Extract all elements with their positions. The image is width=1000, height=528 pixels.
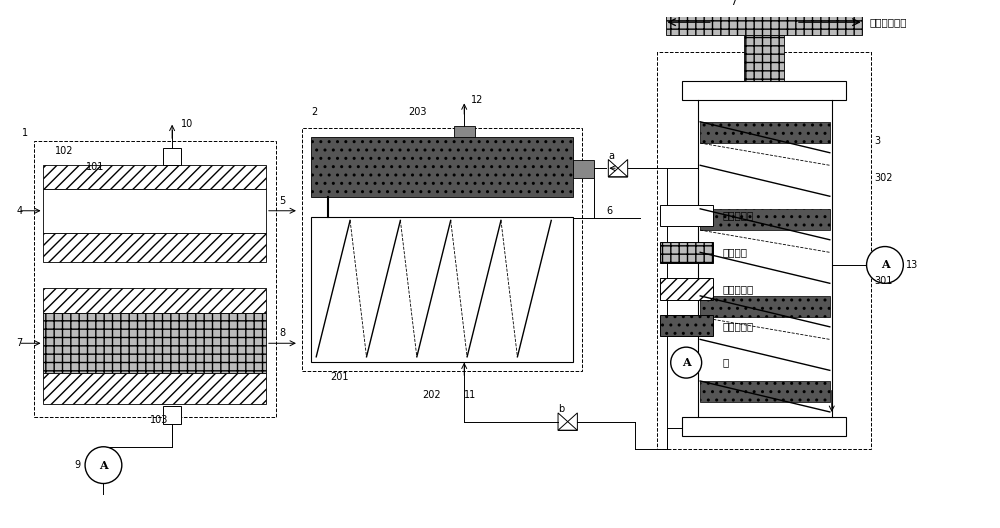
Bar bbox=[43, 288, 266, 313]
Text: a: a bbox=[608, 150, 614, 161]
Bar bbox=[43, 190, 266, 233]
Text: 101: 101 bbox=[86, 162, 104, 172]
Text: 13: 13 bbox=[906, 260, 918, 270]
Bar bbox=[666, 10, 862, 35]
Bar bbox=[43, 313, 266, 373]
Text: A: A bbox=[682, 357, 690, 368]
Bar bbox=[744, 35, 784, 81]
Text: 2: 2 bbox=[311, 107, 318, 117]
Bar bbox=[682, 417, 846, 436]
Bar bbox=[573, 161, 594, 178]
Text: 3: 3 bbox=[874, 136, 880, 146]
Bar bbox=[660, 242, 713, 263]
Text: b: b bbox=[558, 404, 564, 414]
Text: A: A bbox=[99, 460, 108, 470]
Bar bbox=[454, 126, 475, 137]
Bar bbox=[660, 315, 713, 336]
Text: 7: 7 bbox=[16, 338, 23, 348]
Text: 10: 10 bbox=[181, 119, 193, 129]
Text: 6: 6 bbox=[606, 206, 613, 216]
Text: 203: 203 bbox=[408, 107, 427, 117]
Bar bbox=[302, 128, 582, 371]
Bar bbox=[43, 233, 266, 262]
Text: 5: 5 bbox=[279, 196, 286, 206]
Circle shape bbox=[867, 247, 903, 284]
Bar bbox=[311, 137, 573, 197]
Text: 室外余热利用: 室外余热利用 bbox=[869, 17, 907, 27]
Text: 102: 102 bbox=[55, 146, 74, 156]
Text: 302: 302 bbox=[874, 173, 893, 183]
Text: 12: 12 bbox=[471, 96, 483, 106]
Bar bbox=[700, 381, 830, 402]
Bar bbox=[657, 52, 871, 449]
Bar bbox=[43, 165, 266, 190]
Bar bbox=[700, 209, 830, 230]
Circle shape bbox=[85, 447, 122, 484]
Bar bbox=[682, 81, 846, 100]
Circle shape bbox=[671, 347, 702, 378]
Bar bbox=[311, 216, 573, 362]
Text: 泵: 泵 bbox=[722, 357, 729, 367]
Text: 高温烟气: 高温烟气 bbox=[722, 247, 747, 257]
Text: 103: 103 bbox=[150, 414, 168, 425]
Bar bbox=[660, 278, 713, 300]
Bar bbox=[34, 141, 276, 417]
Text: 201: 201 bbox=[331, 372, 349, 382]
Text: 8: 8 bbox=[279, 328, 286, 337]
Text: A: A bbox=[881, 259, 889, 270]
Text: 硝酸盐熔盐: 硝酸盐熔盐 bbox=[722, 284, 754, 294]
Bar bbox=[163, 148, 181, 165]
Text: 9: 9 bbox=[74, 460, 81, 470]
Text: 11: 11 bbox=[464, 390, 476, 400]
Text: 1: 1 bbox=[22, 128, 28, 138]
Bar bbox=[700, 122, 830, 143]
Text: 低浓度瓦斯: 低浓度瓦斯 bbox=[722, 211, 754, 221]
Bar bbox=[43, 373, 266, 404]
Bar bbox=[660, 205, 713, 226]
Text: 202: 202 bbox=[423, 390, 441, 400]
Text: 4: 4 bbox=[16, 206, 23, 216]
Text: 301: 301 bbox=[874, 276, 893, 286]
Text: 7: 7 bbox=[730, 0, 737, 7]
Bar bbox=[700, 296, 830, 317]
Bar bbox=[163, 406, 181, 423]
Text: 氯化物熔盐: 氯化物熔盐 bbox=[722, 321, 754, 331]
